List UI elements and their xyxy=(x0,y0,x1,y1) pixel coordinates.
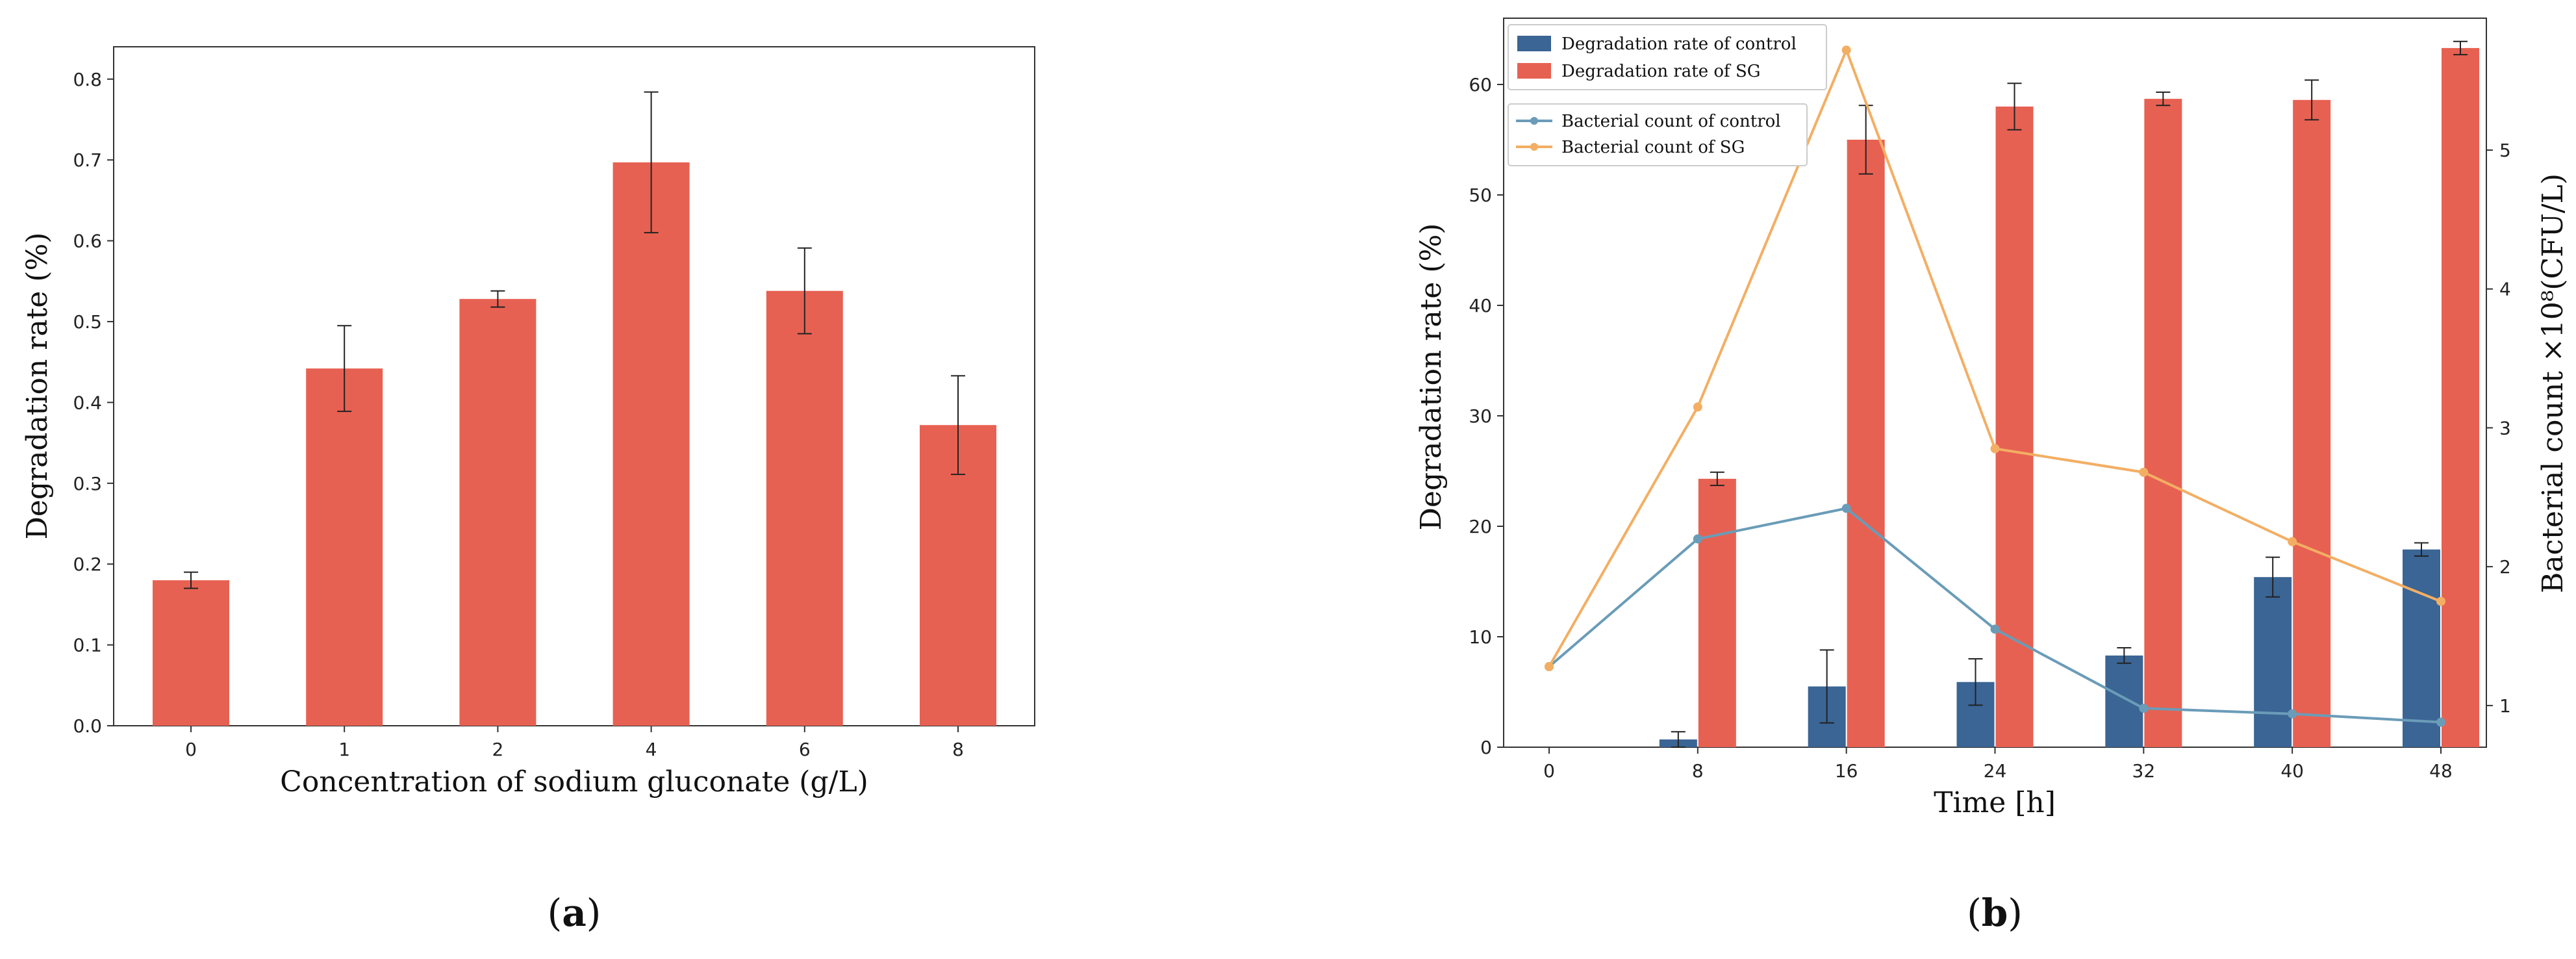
chart-b-legend: Degradation rate of control Degradation … xyxy=(1508,24,1827,166)
legend-label-control-line: Bacterial count of control xyxy=(1561,112,1781,131)
chart-a-y-axis-label: Degradation rate (%) xyxy=(21,233,54,540)
x-tick-label: 1 xyxy=(338,739,350,760)
x-tick-label: 0 xyxy=(185,739,197,760)
x-tick-label: 2 xyxy=(492,739,503,760)
point-bacterial-control-8h xyxy=(1693,534,1702,544)
bar-control-40h xyxy=(2254,577,2292,747)
point-bacterial-control-32h xyxy=(2139,704,2149,713)
y-tick-label: 0 xyxy=(1480,737,1492,758)
y2-tick-label: 5 xyxy=(2499,140,2511,161)
x-tick-label: 8 xyxy=(1692,760,1704,782)
point-bacterial-sg-32h xyxy=(2139,467,2149,477)
y-tick-label: 0.3 xyxy=(73,473,102,494)
y2-tick-label: 3 xyxy=(2499,417,2511,439)
panel-label-a-letter: a xyxy=(562,891,587,935)
legend-swatch-control-bar xyxy=(1517,36,1551,51)
chart-b-x-axis-label: Time [h] xyxy=(1934,786,2056,819)
y-tick-label: 20 xyxy=(1469,516,1492,537)
point-bacterial-control-48h xyxy=(2436,717,2445,727)
point-bacterial-sg-16h xyxy=(1841,45,1851,55)
point-bacterial-sg-40h xyxy=(2288,537,2297,546)
y-tick-label: 40 xyxy=(1469,295,1492,316)
y2-tick-label: 2 xyxy=(2499,556,2511,578)
y-tick-label: 0.4 xyxy=(73,392,102,413)
legend-label-sg-line: Bacterial count of SG xyxy=(1561,138,1745,157)
y-tick-label: 0.2 xyxy=(73,554,102,575)
panel-label-b: (b) xyxy=(1967,891,2023,935)
legend-marker-control xyxy=(1530,117,1538,125)
y2-tick-label: 4 xyxy=(2499,279,2511,300)
point-bacterial-control-24h xyxy=(1990,624,2000,634)
x-tick-label: 4 xyxy=(646,739,657,760)
chart-a-y-ticks: 0.0 0.1 0.2 0.3 0.4 0.5 0.6 0.7 0.8 xyxy=(73,69,114,737)
point-bacterial-sg-0h xyxy=(1545,662,1554,672)
chart-a-bars xyxy=(153,162,996,726)
chart-a-error-bars xyxy=(184,91,965,589)
legend-label-control-bar: Degradation rate of control xyxy=(1561,34,1797,54)
chart-a-plot-frame xyxy=(113,46,1035,726)
x-tick-label: 40 xyxy=(2280,760,2304,782)
chart-a-x-axis-label: Concentration of sodium gluconate (g/L) xyxy=(280,765,868,799)
x-tick-label: 32 xyxy=(2132,760,2156,782)
bar-sg-32h xyxy=(2144,99,2182,748)
point-bacterial-sg-8h xyxy=(1693,402,1702,412)
panel-label-a: (a) xyxy=(548,891,601,935)
y2-tick-label: 1 xyxy=(2499,695,2511,717)
legend-label-sg-bar: Degradation rate of SG xyxy=(1561,62,1761,81)
legend-marker-sg xyxy=(1530,143,1538,151)
chart-b-y-ticks: 0 10 20 30 40 50 60 xyxy=(1469,74,1504,758)
bar-sg-40h xyxy=(2293,99,2331,748)
y-tick-label: 0.6 xyxy=(73,231,102,252)
bar-8 xyxy=(920,425,996,726)
bar-control-32h xyxy=(2105,655,2143,747)
y-tick-label: 30 xyxy=(1469,405,1492,427)
bar-sg-16h xyxy=(1847,140,1885,747)
point-bacterial-sg-48h xyxy=(2436,596,2445,606)
y-tick-label: 10 xyxy=(1469,626,1492,648)
point-bacterial-control-40h xyxy=(2288,709,2297,719)
bar-sg-24h xyxy=(1995,107,2034,747)
x-tick-label: 8 xyxy=(952,739,964,760)
bar-control-48h xyxy=(2403,549,2440,747)
chart-a: 0.0 0.1 0.2 0.3 0.4 0.5 0.6 0.7 0.8 0 1 2 4 6 8 Conce… xyxy=(21,46,1035,799)
bar-2 xyxy=(459,299,537,726)
x-tick-label: 16 xyxy=(1835,760,1858,782)
chart-b-lines xyxy=(1545,45,2445,727)
chart-b: 0 10 20 30 40 50 60 1 2 3 4 5 0 8 16 24 32 40 48 Degrada… xyxy=(1415,18,2570,819)
chart-b-y2-ticks: 1 2 3 4 5 xyxy=(2486,140,2511,717)
chart-b-error-bars xyxy=(1671,40,2468,748)
chart-a-x-ticks: 0 1 2 4 6 8 xyxy=(185,726,964,760)
bar-sg-48h xyxy=(2442,47,2479,747)
point-bacterial-sg-24h xyxy=(1990,444,2000,454)
bar-4 xyxy=(612,162,690,726)
y-tick-label: 0.5 xyxy=(73,311,102,333)
legend-box-bars xyxy=(1508,24,1827,90)
point-bacterial-control-16h xyxy=(1841,504,1851,513)
panel-label-b-letter: b xyxy=(1982,891,2008,935)
y-tick-label: 0.7 xyxy=(73,149,102,171)
bar-0 xyxy=(153,580,229,726)
y-tick-label: 0.0 xyxy=(73,715,102,737)
bar-sg-8h xyxy=(1698,478,1736,747)
legend-box-lines xyxy=(1508,103,1808,166)
y-tick-label: 50 xyxy=(1469,185,1492,206)
x-tick-label: 0 xyxy=(1543,760,1555,782)
chart-b-x-ticks: 0 8 16 24 32 40 48 xyxy=(1543,747,2453,782)
chart-b-y2-axis-label: Bacterial count ×10⁸(CFU/L) xyxy=(2536,173,2570,593)
y-tick-label: 60 xyxy=(1469,74,1492,96)
chart-b-y-axis-label: Degradation rate (%) xyxy=(1415,224,1448,531)
bar-1 xyxy=(306,368,383,726)
legend-swatch-sg-bar xyxy=(1517,63,1551,79)
y-tick-label: 0.1 xyxy=(73,635,102,656)
x-tick-label: 24 xyxy=(1984,760,2007,782)
x-tick-label: 6 xyxy=(799,739,811,760)
bar-6 xyxy=(766,290,843,726)
y-tick-label: 0.8 xyxy=(73,69,102,90)
x-tick-label: 48 xyxy=(2429,760,2453,782)
